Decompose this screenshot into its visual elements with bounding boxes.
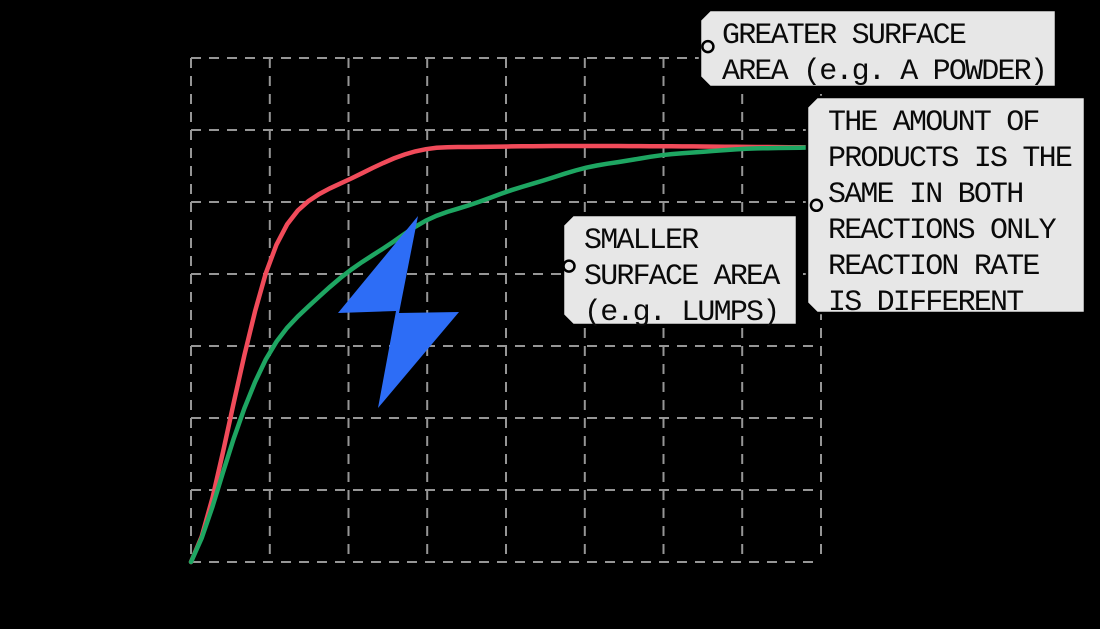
svg-text:SMALLER: SMALLER — [584, 224, 699, 258]
svg-text:GREATER SURFACE: GREATER SURFACE — [722, 19, 966, 53]
svg-text:REACTION RATE: REACTION RATE — [828, 250, 1039, 284]
svg-text:THE AMOUNT OF: THE AMOUNT OF — [828, 106, 1039, 140]
svg-text:REACTIONS ONLY: REACTIONS ONLY — [828, 214, 1057, 248]
svg-text:AREA (e.g. A POWDER): AREA (e.g. A POWDER) — [722, 55, 1046, 89]
svg-text:SURFACE AREA: SURFACE AREA — [584, 260, 780, 294]
svg-text:PRODUCTS IS THE: PRODUCTS IS THE — [828, 142, 1072, 176]
svg-text:SAME IN BOTH: SAME IN BOTH — [828, 178, 1022, 212]
svg-text:IS DIFFERENT: IS DIFFERENT — [828, 286, 1023, 320]
svg-text:(e.g. LUMPS): (e.g. LUMPS) — [584, 296, 778, 330]
